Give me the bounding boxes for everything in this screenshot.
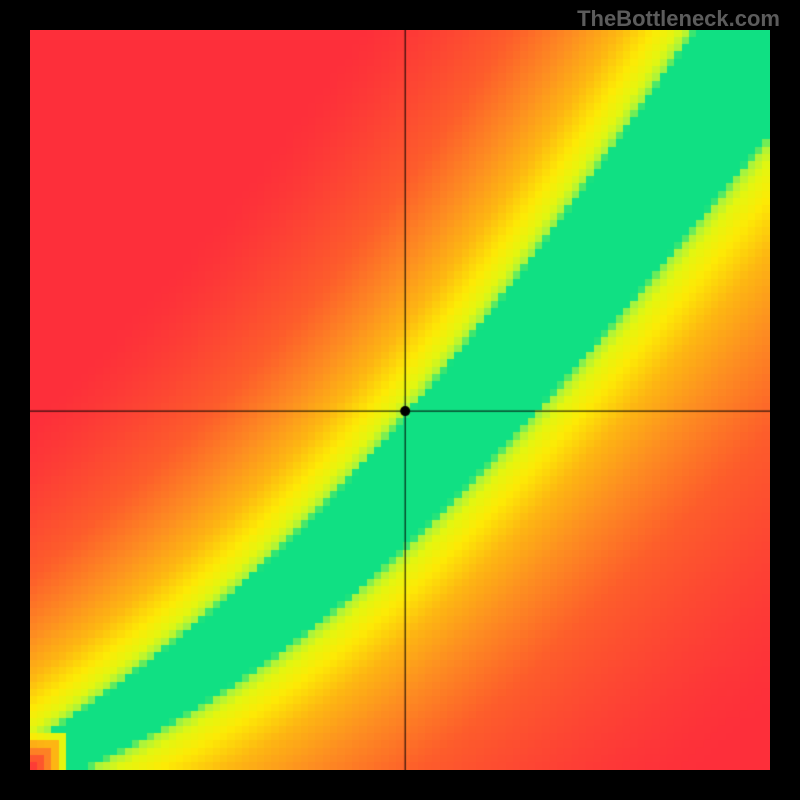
watermark-text: TheBottleneck.com [577, 6, 780, 32]
bottleneck-heatmap [30, 30, 770, 770]
